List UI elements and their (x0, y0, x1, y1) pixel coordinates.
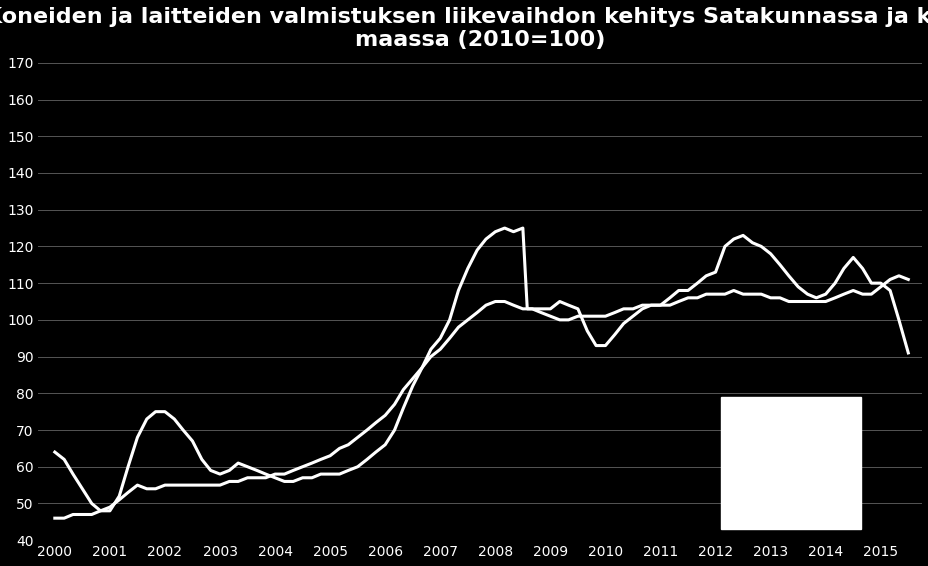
Bar (720, 397, 860, 529)
Title: Koneiden ja laitteiden valmistuksen liikevaihdon kehitys Satakunnassa ja koko
ma: Koneiden ja laitteiden valmistuksen liik… (0, 7, 928, 50)
